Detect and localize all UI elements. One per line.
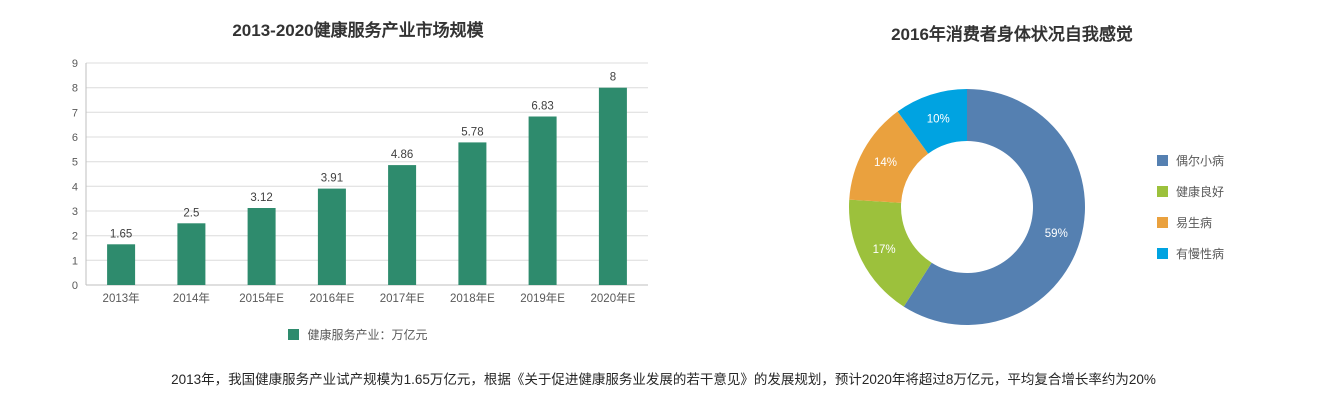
y-tick-label: 2	[72, 231, 78, 243]
slice-percentage-label: 10%	[927, 114, 950, 126]
bar	[388, 165, 417, 285]
bar	[598, 87, 627, 285]
bar-value-label: 1.65	[110, 228, 132, 240]
y-tick-label: 8	[72, 83, 78, 95]
bar	[107, 244, 136, 285]
donut-chart-title: 2016年消费者身体状况自我感觉	[891, 25, 1133, 44]
y-tick-label: 7	[72, 107, 78, 119]
x-tick-label: 2019年E	[520, 291, 565, 305]
legend-item: 健康服务产业：万亿元	[288, 326, 428, 343]
x-tick-label: 2018年E	[450, 291, 495, 305]
bar	[458, 142, 487, 285]
legend-item: 易生病	[1157, 214, 1224, 231]
bar	[177, 223, 206, 285]
legend-label: 健康良好	[1176, 185, 1225, 199]
x-tick-label: 2020年E	[591, 291, 636, 305]
bar-chart: 0 1 2 3 4 5 6 7 8 9 1.65 2013年 2.5 2014年 3.12 2015年E 3.9…	[72, 58, 648, 305]
legend-swatch	[288, 329, 300, 340]
donut-chart-body: 59% 17% 14% 10% 偶尔小病健康良好易生病有慢性病	[772, 57, 1252, 357]
bar-value-label: 4.86	[391, 149, 413, 161]
legend-label: 易生病	[1176, 216, 1213, 230]
legend-item: 有慢性病	[1157, 245, 1224, 262]
summary-note: 2013年，我国健康服务产业试产规模为1.65万亿元，根据《关于促进健康服务业发…	[171, 372, 1156, 387]
legend-label: 偶尔小病	[1176, 154, 1225, 168]
donut-chart-section: 2016年消费者身体状况自我感觉 59% 17% 14% 10% 偶尔小病健康良好易生…	[772, 12, 1252, 357]
legend-swatch	[1157, 248, 1168, 259]
bar	[528, 116, 557, 285]
legend-swatch	[1157, 155, 1168, 166]
legend-label: 健康服务产业：万亿元	[307, 328, 428, 342]
y-tick-label: 4	[72, 181, 78, 193]
x-tick-label: 2014年	[173, 291, 210, 305]
slice-percentage-label: 59%	[1045, 228, 1068, 240]
bar-chart-section: 2013-2020健康服务产业市场规模 0 1 2 3 4 5 6 7 8 9 1.65 2013年 2…	[52, 8, 664, 343]
bar-value-label: 3.91	[321, 173, 343, 185]
x-tick-label: 2015年E	[239, 291, 284, 305]
bar-value-label: 5.78	[461, 126, 483, 138]
legend-item: 健康良好	[1157, 183, 1224, 200]
bar	[247, 208, 276, 285]
bar	[317, 188, 346, 285]
bar-chart-title: 2013-2020健康服务产业市场规模	[232, 21, 484, 40]
legend-label: 有慢性病	[1176, 247, 1225, 261]
bar-value-label: 6.83	[531, 101, 553, 113]
donut-slice	[849, 111, 929, 203]
legend-swatch	[1157, 217, 1168, 228]
bar-value-label: 8	[610, 72, 616, 84]
y-tick-label: 5	[72, 157, 78, 169]
bar-chart-legend: 健康服务产业：万亿元	[52, 326, 664, 343]
y-tick-label: 1	[72, 255, 78, 267]
donut-slice	[903, 89, 1085, 325]
y-tick-label: 0	[72, 280, 78, 292]
legend-swatch	[1157, 186, 1168, 197]
bar-value-label: 3.12	[250, 192, 272, 204]
legend-item: 偶尔小病	[1157, 152, 1224, 169]
y-tick-label: 6	[72, 132, 78, 144]
y-tick-label: 3	[72, 206, 78, 218]
slice-percentage-label: 14%	[874, 157, 897, 169]
x-tick-label: 2016年E	[310, 291, 355, 305]
donut-chart: 59% 17% 14% 10%	[848, 89, 1085, 325]
x-tick-label: 2017年E	[380, 291, 425, 305]
donut-slice	[848, 199, 932, 307]
donut-slice	[897, 89, 967, 154]
bar-value-label: 2.5	[183, 207, 199, 219]
slice-percentage-label: 17%	[873, 244, 896, 256]
x-tick-label: 2013年	[103, 291, 140, 305]
donut-chart-legend: 偶尔小病健康良好易生病有慢性病	[1157, 152, 1224, 262]
y-tick-label: 9	[72, 58, 78, 70]
